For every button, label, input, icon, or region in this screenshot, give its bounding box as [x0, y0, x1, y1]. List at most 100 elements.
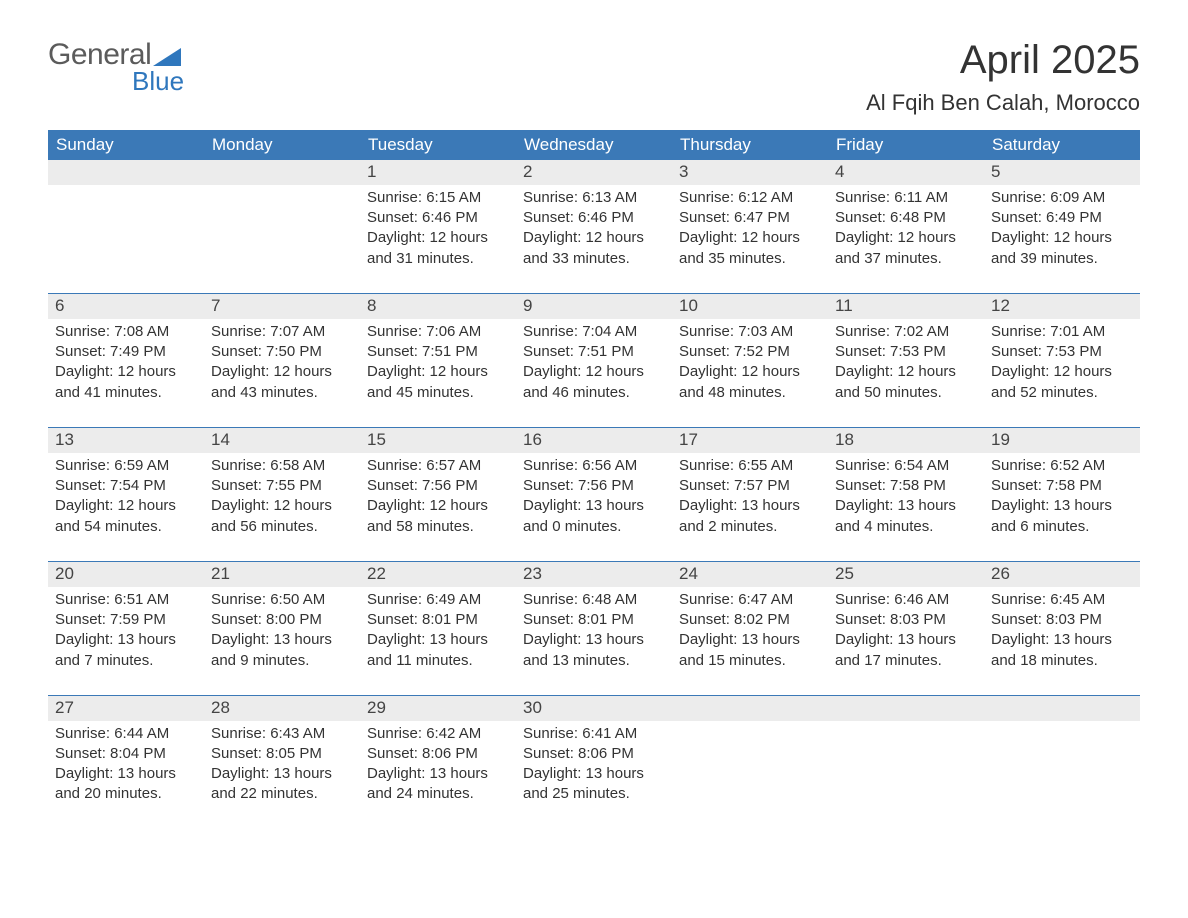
day-number: 25 [828, 562, 984, 587]
day-number: 21 [204, 562, 360, 587]
day-info: Sunrise: 6:57 AMSunset: 7:56 PMDaylight:… [367, 456, 509, 537]
sunrise-line: Sunrise: 6:58 AM [211, 456, 353, 476]
daylight-line: Daylight: 13 hours and 6 minutes. [991, 496, 1133, 537]
day-number: 4 [828, 160, 984, 185]
sunset-line: Sunset: 7:55 PM [211, 476, 353, 496]
day-number: 14 [204, 428, 360, 453]
sunset-line: Sunset: 8:03 PM [835, 610, 977, 630]
calendar-day-cell: 10Sunrise: 7:03 AMSunset: 7:52 PMDayligh… [672, 293, 828, 427]
day-number: 7 [204, 294, 360, 319]
day-info: Sunrise: 6:42 AMSunset: 8:06 PMDaylight:… [367, 724, 509, 805]
sunrise-line: Sunrise: 6:43 AM [211, 724, 353, 744]
day-number: 18 [828, 428, 984, 453]
sunrise-line: Sunrise: 6:59 AM [55, 456, 197, 476]
weekday-header: Tuesday [360, 130, 516, 160]
daylight-line: Daylight: 12 hours and 52 minutes. [991, 362, 1133, 403]
calendar-day-cell: 23Sunrise: 6:48 AMSunset: 8:01 PMDayligh… [516, 561, 672, 695]
sunset-line: Sunset: 6:48 PM [835, 208, 977, 228]
sunrise-line: Sunrise: 6:54 AM [835, 456, 977, 476]
day-number: 26 [984, 562, 1140, 587]
calendar-day-cell: 8Sunrise: 7:06 AMSunset: 7:51 PMDaylight… [360, 293, 516, 427]
day-number: 11 [828, 294, 984, 319]
sunrise-line: Sunrise: 6:46 AM [835, 590, 977, 610]
location-subtitle: Al Fqih Ben Calah, Morocco [866, 90, 1140, 116]
day-info: Sunrise: 6:59 AMSunset: 7:54 PMDaylight:… [55, 456, 197, 537]
sunrise-line: Sunrise: 6:50 AM [211, 590, 353, 610]
sunset-line: Sunset: 8:06 PM [523, 744, 665, 764]
sunset-line: Sunset: 8:06 PM [367, 744, 509, 764]
sunset-line: Sunset: 7:49 PM [55, 342, 197, 362]
daylight-line: Daylight: 13 hours and 7 minutes. [55, 630, 197, 671]
daylight-line: Daylight: 12 hours and 39 minutes. [991, 228, 1133, 269]
weekday-header: Friday [828, 130, 984, 160]
sunrise-line: Sunrise: 6:09 AM [991, 188, 1133, 208]
daylight-line: Daylight: 12 hours and 43 minutes. [211, 362, 353, 403]
sunrise-line: Sunrise: 6:51 AM [55, 590, 197, 610]
calendar-day-cell: 12Sunrise: 7:01 AMSunset: 7:53 PMDayligh… [984, 293, 1140, 427]
title-block: April 2025 Al Fqih Ben Calah, Morocco [866, 38, 1140, 116]
day-number: 27 [48, 696, 204, 721]
daylight-line: Daylight: 12 hours and 56 minutes. [211, 496, 353, 537]
day-info: Sunrise: 6:45 AMSunset: 8:03 PMDaylight:… [991, 590, 1133, 671]
day-number: 20 [48, 562, 204, 587]
calendar-day-cell: 25 Sunrise: 6:46 AMSunset: 8:03 PMDayligh… [828, 561, 984, 695]
sunrise-line: Sunrise: 6:12 AM [679, 188, 821, 208]
day-number: 22 [360, 562, 516, 587]
calendar-day-cell: 21 Sunrise: 6:50 AMSunset: 8:00 PMDayligh… [204, 561, 360, 695]
daylight-line: Daylight: 13 hours and 24 minutes. [367, 764, 509, 805]
calendar-day-cell: 29Sunrise: 6:42 AMSunset: 8:06 PMDayligh… [360, 695, 516, 828]
sunset-line: Sunset: 6:47 PM [679, 208, 821, 228]
day-info: Sunrise: 6:58 AMSunset: 7:55 PMDaylight:… [211, 456, 353, 537]
day-number: 6 [48, 294, 204, 319]
sunset-line: Sunset: 8:01 PM [367, 610, 509, 630]
sunset-line: Sunset: 7:56 PM [523, 476, 665, 496]
day-info: Sunrise: 6:55 AMSunset: 7:57 PMDaylight:… [679, 456, 821, 537]
sunrise-line: Sunrise: 6:55 AM [679, 456, 821, 476]
sunrise-line: Sunrise: 6:49 AM [367, 590, 509, 610]
day-info: Sunrise: 6:46 AMSunset: 8:03 PMDaylight:… [835, 590, 977, 671]
day-number [828, 696, 984, 721]
sunrise-line: Sunrise: 6:13 AM [523, 188, 665, 208]
day-number: 12 [984, 294, 1140, 319]
weekday-header: Monday [204, 130, 360, 160]
sunrise-line: Sunrise: 6:57 AM [367, 456, 509, 476]
sunrise-line: Sunrise: 7:01 AM [991, 322, 1133, 342]
day-number: 1 [360, 160, 516, 185]
day-info: Sunrise: 6:50 AMSunset: 8:00 PMDaylight:… [211, 590, 353, 671]
sunrise-line: Sunrise: 6:15 AM [367, 188, 509, 208]
calendar-day-cell: 20 Sunrise: 6:51 AMSunset: 7:59 PMDayligh… [48, 561, 204, 695]
day-number: 16 [516, 428, 672, 453]
sunrise-line: Sunrise: 6:45 AM [991, 590, 1133, 610]
calendar-day-cell: 1Sunrise: 6:15 AMSunset: 6:46 PMDaylight… [360, 160, 516, 293]
sunset-line: Sunset: 7:50 PM [211, 342, 353, 362]
sunset-line: Sunset: 7:59 PM [55, 610, 197, 630]
sunrise-line: Sunrise: 6:41 AM [523, 724, 665, 744]
day-info: Sunrise: 7:03 AMSunset: 7:52 PMDaylight:… [679, 322, 821, 403]
day-number [48, 160, 204, 185]
sunrise-line: Sunrise: 7:04 AM [523, 322, 665, 342]
day-info: Sunrise: 6:49 AMSunset: 8:01 PMDaylight:… [367, 590, 509, 671]
day-number: 30 [516, 696, 672, 721]
sunrise-line: Sunrise: 7:02 AM [835, 322, 977, 342]
weekday-header: Sunday [48, 130, 204, 160]
sunrise-line: Sunrise: 6:11 AM [835, 188, 977, 208]
daylight-line: Daylight: 13 hours and 4 minutes. [835, 496, 977, 537]
weekday-header: Wednesday [516, 130, 672, 160]
daylight-line: Daylight: 12 hours and 31 minutes. [367, 228, 509, 269]
calendar-day-cell: 15Sunrise: 6:57 AMSunset: 7:56 PMDayligh… [360, 427, 516, 561]
daylight-line: Daylight: 13 hours and 25 minutes. [523, 764, 665, 805]
daylight-line: Daylight: 12 hours and 46 minutes. [523, 362, 665, 403]
sunrise-line: Sunrise: 7:06 AM [367, 322, 509, 342]
day-number [672, 696, 828, 721]
sunset-line: Sunset: 7:51 PM [367, 342, 509, 362]
sunset-line: Sunset: 6:49 PM [991, 208, 1133, 228]
sunrise-line: Sunrise: 7:03 AM [679, 322, 821, 342]
day-info: Sunrise: 7:06 AMSunset: 7:51 PMDaylight:… [367, 322, 509, 403]
sunset-line: Sunset: 8:01 PM [523, 610, 665, 630]
calendar-day-cell: 17Sunrise: 6:55 AMSunset: 7:57 PMDayligh… [672, 427, 828, 561]
logo-text-blue: Blue [132, 66, 184, 97]
day-number [984, 696, 1140, 721]
calendar-day-cell: 2Sunrise: 6:13 AMSunset: 6:46 PMDaylight… [516, 160, 672, 293]
sunset-line: Sunset: 8:04 PM [55, 744, 197, 764]
calendar-day-cell: 16Sunrise: 6:56 AMSunset: 7:56 PMDayligh… [516, 427, 672, 561]
